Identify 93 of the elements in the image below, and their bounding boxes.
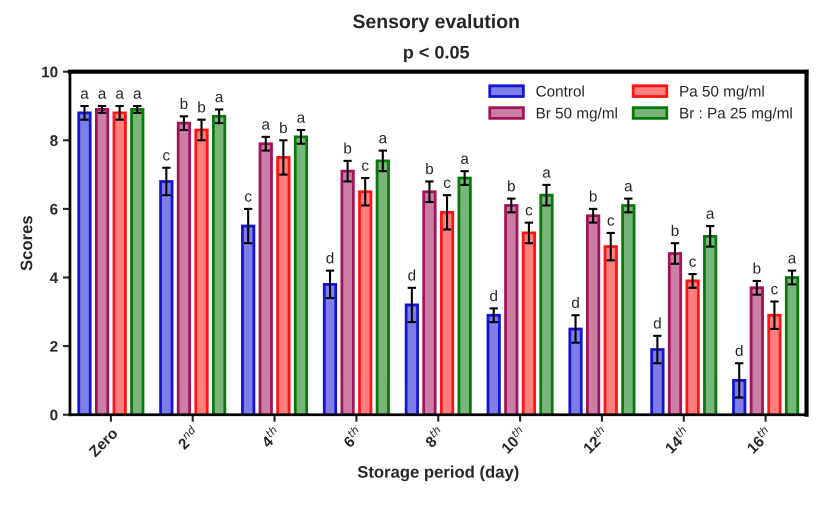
bar	[703, 234, 718, 415]
bar	[112, 111, 127, 415]
bar	[767, 314, 782, 415]
data-label: a	[116, 90, 124, 99]
bar	[422, 190, 437, 415]
data-label: d	[326, 252, 334, 264]
data-label: b	[180, 98, 188, 110]
data-label: b	[754, 262, 760, 274]
x-tick-label: 2$^{nd}$	[174, 424, 200, 450]
chart-title: Sensory evalution	[353, 14, 519, 32]
data-label: d	[408, 269, 416, 281]
y-tick-label: 8	[50, 135, 58, 146]
bar	[750, 286, 764, 415]
data-label: a	[542, 169, 551, 178]
bar	[340, 170, 355, 415]
data-label: c	[163, 152, 170, 161]
data-label: a	[624, 183, 633, 192]
data-label: a	[134, 90, 142, 99]
y-tick-label: 6	[50, 204, 58, 215]
data-label: b	[590, 190, 597, 202]
data-label: a	[297, 114, 306, 123]
data-label: d	[490, 290, 497, 302]
data-label: c	[444, 180, 450, 188]
data-label: a	[98, 90, 106, 99]
data-label: c	[245, 193, 252, 202]
bar	[94, 108, 110, 415]
y-tick-label: 10	[42, 66, 58, 78]
data-label: c	[689, 258, 696, 267]
y-tick-label: 4	[50, 272, 58, 284]
bar	[376, 159, 390, 415]
bar	[668, 252, 682, 415]
bar	[522, 232, 536, 415]
data-label: c	[526, 207, 532, 216]
bar	[504, 204, 518, 415]
data-label: b	[426, 163, 434, 174]
data-label: d	[736, 344, 742, 356]
bar	[276, 156, 290, 415]
bar	[212, 114, 226, 415]
bar	[586, 214, 600, 415]
bar	[604, 245, 618, 415]
bar	[784, 276, 800, 415]
x-tick-label: 6$^{th}$	[340, 425, 364, 448]
y-tick-label: 0	[50, 410, 58, 420]
data-label: a	[706, 210, 714, 219]
bar	[176, 122, 192, 415]
data-label: b	[280, 122, 287, 134]
y-tick-label: 2	[50, 340, 58, 352]
data-label: a	[461, 156, 469, 164]
y-axis-title: Scores	[20, 216, 32, 271]
data-label: b	[344, 142, 352, 154]
bar	[458, 176, 472, 415]
data-label: b	[198, 101, 206, 113]
bar	[685, 280, 700, 415]
data-label: d	[572, 296, 579, 308]
x-axis-title: Storage period (day)	[358, 466, 518, 482]
x-tick-label: 8$^{th}$	[422, 425, 446, 448]
x-tick-label: 14$^{th}$	[662, 425, 691, 454]
data-label: c	[771, 286, 778, 294]
bar	[258, 142, 273, 415]
bar	[194, 128, 209, 415]
bar	[130, 108, 144, 415]
bar	[294, 135, 308, 415]
chart-subtitle: p < 0.05	[404, 46, 470, 62]
data-label: a	[216, 94, 224, 102]
bar	[440, 210, 454, 415]
bar	[539, 194, 554, 415]
bar	[486, 314, 501, 415]
data-label: a	[80, 90, 89, 99]
legend-label: Control	[536, 85, 584, 97]
legend-label: Br : Pa 25 mg/ml	[680, 107, 792, 122]
legend-label: Pa 50 mg/ml	[680, 85, 764, 100]
data-label: c	[608, 217, 614, 226]
bar	[241, 224, 256, 415]
bar	[404, 304, 419, 415]
x-tick-label: 12$^{th}$	[580, 425, 609, 454]
bar	[358, 190, 372, 415]
bar	[322, 282, 338, 415]
data-label: d	[654, 317, 661, 329]
legend-label: Br 50 mg/ml	[536, 107, 617, 122]
bar	[650, 348, 664, 415]
bar	[568, 328, 583, 415]
data-label: a	[379, 135, 388, 144]
data-label: a	[788, 255, 796, 264]
x-tick-label: 4$^{th}$	[258, 425, 282, 448]
bar	[621, 204, 636, 415]
data-label: b	[672, 224, 679, 236]
x-tick-label: 16$^{th}$	[744, 425, 773, 454]
x-tick-label: 10$^{th}$	[498, 425, 528, 454]
data-label: a	[262, 121, 270, 130]
bar	[159, 180, 174, 415]
data-label: c	[362, 162, 369, 171]
bar	[77, 111, 92, 415]
data-label: b	[508, 180, 515, 192]
